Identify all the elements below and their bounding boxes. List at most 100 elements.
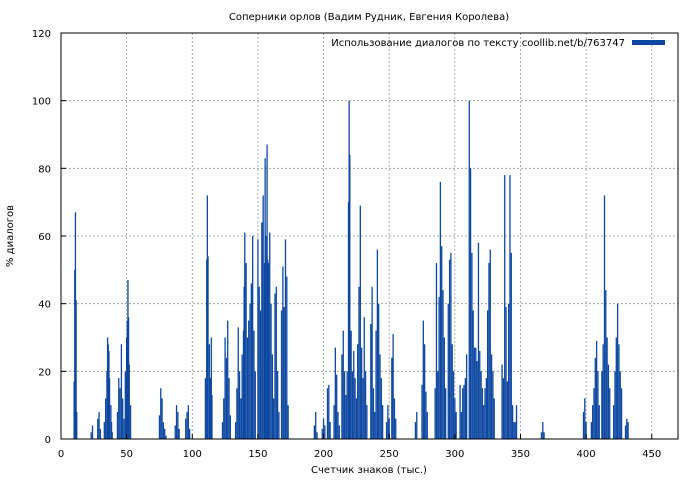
bar [595,340,598,439]
bar [465,354,468,439]
grid [61,33,678,439]
bar [343,371,346,439]
bar [348,100,350,440]
bar [316,432,318,439]
legend-swatch [632,40,665,45]
bar [597,371,599,439]
bar [509,175,511,439]
bar [351,371,354,439]
bar [165,435,167,439]
bar [223,398,225,439]
bar [385,422,388,439]
bar [126,320,128,439]
bar [624,425,627,439]
y-tick-label: 60 [38,232,51,243]
bar [381,405,384,439]
bar [74,269,76,439]
bar [442,290,444,439]
bar [542,422,544,439]
bar [462,388,464,439]
bar [266,144,268,439]
bar [543,432,545,439]
bar [363,317,365,439]
axis-ticks: 0 50 100 150 200 250 300 350 400 450 0 20 40 60 80 100 1… [32,29,661,460]
bar [98,411,100,439]
bar [627,422,629,439]
bar [504,175,506,439]
bar [366,405,368,439]
bar [328,384,330,439]
bar [489,249,491,439]
bar [469,168,472,439]
bar [326,388,329,439]
bar [270,303,272,439]
bar [336,374,338,439]
bar [360,347,363,439]
legend-label: Использование диалогов по тексту coollib… [331,38,625,49]
bar [259,310,262,439]
bar [284,239,287,439]
bar [615,337,617,439]
bar [603,195,606,439]
bar [236,388,238,439]
bar [455,411,457,439]
bar [447,303,449,439]
chart-title: Соперники орлов (Вадим Рудник, Евгения К… [229,12,509,23]
bar [221,422,224,439]
bar [275,286,277,439]
bar [483,405,485,439]
bar [349,154,351,440]
bar [460,411,463,439]
bar [90,432,92,439]
bar [271,354,274,439]
bar [626,418,628,439]
bar [322,418,325,439]
bar [252,236,254,439]
bar [110,422,113,439]
bar [601,371,603,439]
bar [261,222,263,439]
bar [321,428,323,439]
bar [426,411,428,439]
x-tick-label: 200 [314,449,333,460]
bar [451,344,453,439]
bar [267,259,269,439]
bar [237,327,239,439]
x-tick-label: 400 [577,449,596,460]
bar [211,395,213,439]
bar [240,398,242,439]
bar [177,411,179,439]
bar [187,405,189,439]
bar [262,195,264,439]
bar [104,398,107,439]
bar [434,388,436,439]
bar [128,364,130,439]
bar [590,422,593,439]
bar [103,422,105,439]
bar [243,286,245,439]
bar [127,279,129,439]
bar [258,286,260,439]
bar [582,411,585,439]
y-tick-label: 20 [38,367,51,378]
bar [378,303,380,439]
bar [443,337,445,439]
x-tick-label: 150 [248,449,267,460]
bar [540,432,543,439]
bar [414,422,417,439]
bar [341,354,343,439]
bar [278,411,280,439]
bar [245,263,247,439]
bar [338,425,340,439]
bar [487,310,489,439]
bar [355,398,358,439]
bar [265,236,267,439]
bar [225,357,228,439]
bar [592,405,594,439]
bar [614,371,616,439]
bar [454,398,456,439]
bar [208,344,210,439]
bar [227,320,229,439]
y-tick-label: 40 [38,300,51,311]
bar [210,337,212,439]
